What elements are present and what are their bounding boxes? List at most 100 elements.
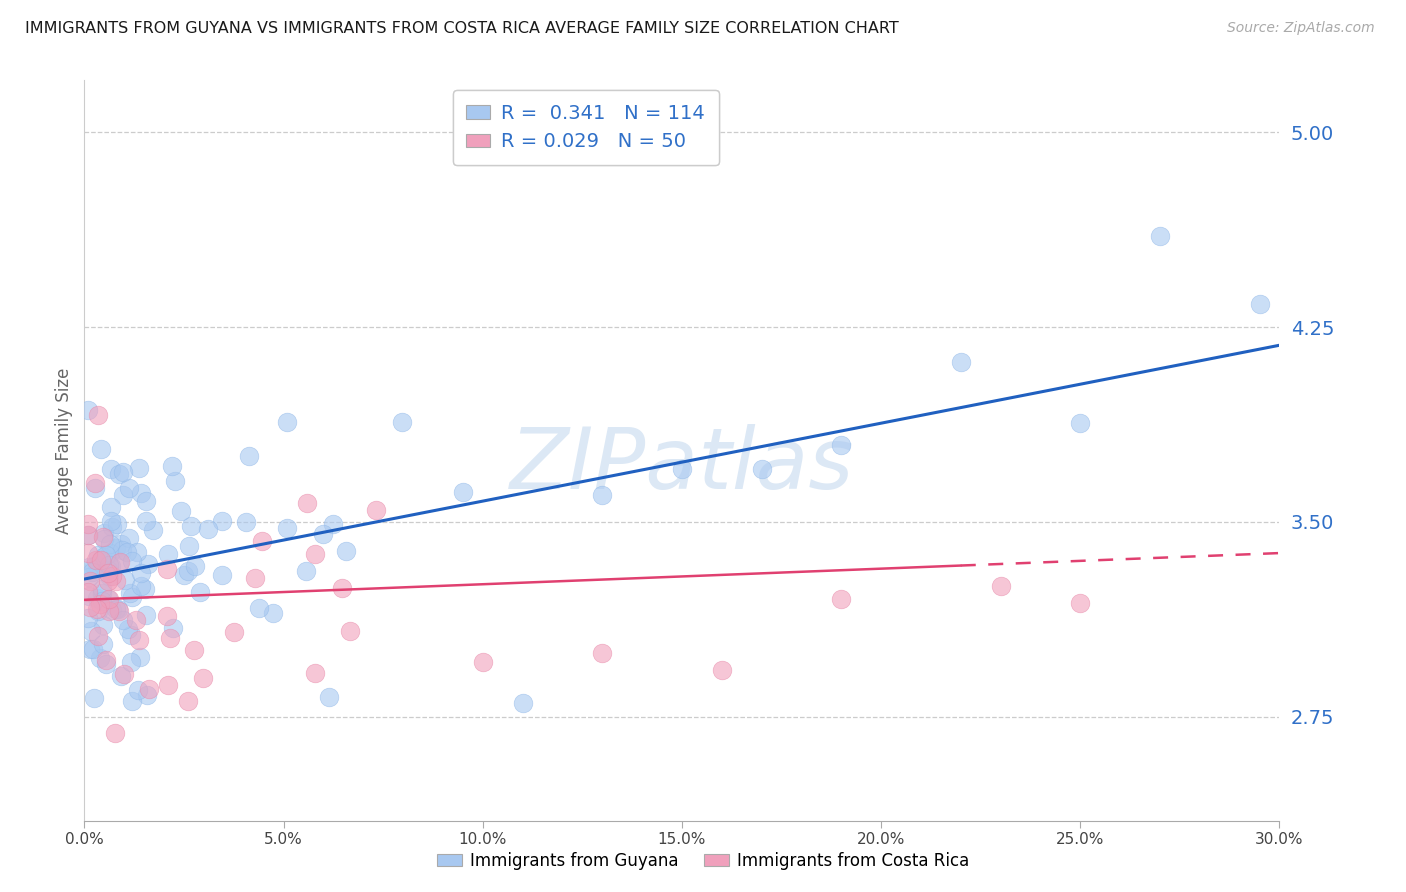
Point bbox=[115, 545, 138, 559]
Point bbox=[128, 461, 150, 475]
Point bbox=[591, 488, 613, 502]
Point bbox=[84, 476, 107, 491]
Point bbox=[97, 569, 120, 583]
Point bbox=[162, 459, 184, 474]
Point bbox=[108, 467, 131, 481]
Point bbox=[77, 528, 100, 542]
Point bbox=[121, 591, 143, 605]
Point bbox=[949, 355, 972, 369]
Point bbox=[77, 611, 100, 625]
Point bbox=[86, 591, 108, 606]
Point bbox=[100, 462, 122, 476]
Point bbox=[79, 624, 101, 639]
Point bbox=[211, 568, 233, 582]
Point bbox=[77, 516, 100, 531]
Point bbox=[79, 574, 101, 589]
Point bbox=[451, 485, 474, 500]
Point bbox=[159, 631, 181, 645]
Point bbox=[100, 500, 122, 514]
Point bbox=[77, 589, 100, 603]
Point bbox=[224, 624, 246, 639]
Point bbox=[91, 550, 114, 565]
Point bbox=[304, 666, 326, 681]
Point bbox=[180, 518, 202, 533]
Point bbox=[87, 408, 110, 422]
Point bbox=[156, 678, 179, 692]
Point bbox=[135, 494, 157, 508]
Point bbox=[191, 671, 214, 685]
Point bbox=[87, 549, 110, 563]
Point bbox=[97, 566, 120, 580]
Point bbox=[127, 683, 149, 698]
Point bbox=[97, 592, 120, 607]
Point bbox=[112, 466, 135, 480]
Point bbox=[157, 547, 180, 561]
Point bbox=[197, 522, 219, 536]
Point bbox=[114, 574, 136, 588]
Point bbox=[1069, 596, 1091, 610]
Point bbox=[111, 543, 134, 558]
Point bbox=[97, 563, 120, 577]
Point bbox=[86, 558, 108, 572]
Point bbox=[1069, 416, 1091, 430]
Point bbox=[86, 602, 108, 616]
Point bbox=[262, 606, 284, 620]
Point bbox=[391, 415, 413, 429]
Point bbox=[77, 528, 100, 542]
Point bbox=[211, 514, 233, 528]
Point bbox=[128, 633, 150, 648]
Point bbox=[247, 601, 270, 615]
Point bbox=[91, 586, 114, 600]
Point bbox=[117, 481, 139, 495]
Point bbox=[83, 481, 105, 495]
Point bbox=[129, 579, 152, 593]
Point bbox=[86, 604, 108, 618]
Point bbox=[110, 537, 132, 551]
Point bbox=[111, 613, 134, 627]
Point bbox=[671, 462, 693, 476]
Point bbox=[471, 655, 494, 669]
Point bbox=[90, 552, 112, 566]
Point bbox=[135, 688, 157, 702]
Point bbox=[183, 642, 205, 657]
Point bbox=[276, 415, 298, 429]
Point bbox=[118, 586, 141, 600]
Point bbox=[94, 653, 117, 667]
Point bbox=[77, 585, 100, 599]
Point bbox=[118, 531, 141, 545]
Point bbox=[135, 514, 157, 528]
Point bbox=[295, 496, 318, 510]
Point bbox=[335, 544, 357, 558]
Point bbox=[100, 558, 122, 573]
Point bbox=[112, 667, 135, 681]
Point bbox=[238, 449, 260, 463]
Point bbox=[98, 537, 121, 551]
Point bbox=[177, 694, 200, 708]
Point bbox=[184, 558, 207, 573]
Point bbox=[79, 600, 101, 615]
Point bbox=[1149, 229, 1171, 244]
Point bbox=[243, 570, 266, 584]
Y-axis label: Average Family Size: Average Family Size bbox=[55, 368, 73, 533]
Point bbox=[83, 558, 105, 573]
Point bbox=[77, 560, 100, 574]
Point bbox=[97, 604, 120, 618]
Point bbox=[318, 690, 340, 705]
Point bbox=[128, 649, 150, 664]
Point bbox=[304, 547, 326, 561]
Point bbox=[830, 438, 852, 452]
Point bbox=[129, 566, 152, 580]
Point bbox=[110, 669, 132, 683]
Point bbox=[79, 642, 101, 657]
Point bbox=[82, 641, 104, 656]
Point bbox=[77, 546, 100, 560]
Point bbox=[105, 574, 128, 589]
Point bbox=[93, 526, 115, 541]
Point bbox=[235, 515, 257, 529]
Point bbox=[77, 402, 100, 417]
Point bbox=[295, 565, 318, 579]
Point bbox=[138, 681, 160, 696]
Point bbox=[710, 663, 733, 677]
Point bbox=[163, 474, 186, 488]
Point bbox=[83, 691, 105, 706]
